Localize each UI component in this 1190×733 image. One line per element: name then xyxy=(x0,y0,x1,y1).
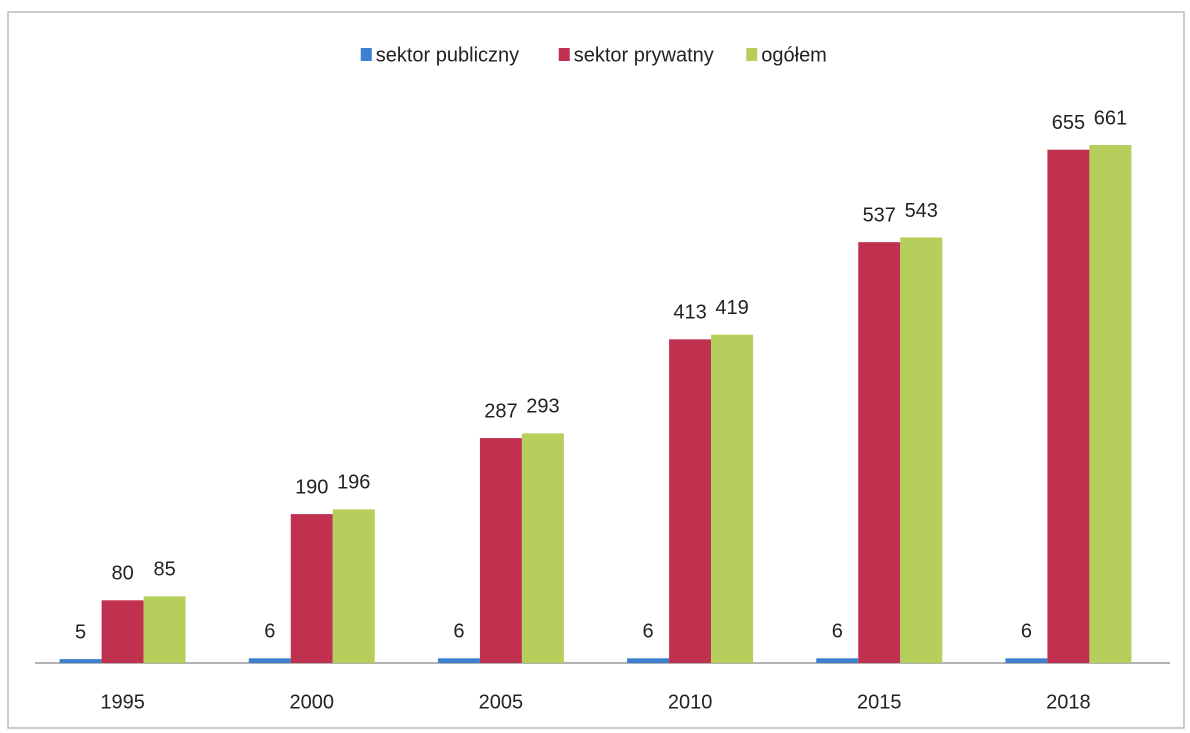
x-tick-label: 1995 xyxy=(100,691,145,713)
bar xyxy=(1047,149,1090,663)
bar xyxy=(101,600,144,663)
data-label: 196 xyxy=(337,472,370,494)
data-label: 655 xyxy=(1052,112,1085,134)
data-label: 6 xyxy=(832,621,843,643)
x-tick-label: 2000 xyxy=(290,691,335,713)
data-label: 287 xyxy=(484,400,517,422)
chart-frame xyxy=(7,11,1185,729)
bar xyxy=(521,433,564,663)
data-label: 5 xyxy=(75,621,86,643)
data-label: 543 xyxy=(905,200,938,222)
bar xyxy=(900,237,943,663)
data-label: 6 xyxy=(453,621,464,643)
x-tick-label: 2018 xyxy=(1046,691,1091,713)
data-label: 6 xyxy=(1021,621,1032,643)
bar xyxy=(143,596,186,663)
bar xyxy=(290,514,333,663)
data-label: 419 xyxy=(715,297,748,319)
bar xyxy=(1089,145,1132,663)
bar xyxy=(816,658,859,663)
bar xyxy=(332,509,375,663)
data-label: 80 xyxy=(111,563,133,585)
data-label: 293 xyxy=(526,396,559,418)
data-label: 85 xyxy=(153,559,175,581)
legend-label: sektor prywatny xyxy=(574,44,714,66)
bar xyxy=(711,334,754,663)
data-label: 537 xyxy=(863,204,896,226)
x-tick-label: 2015 xyxy=(857,691,902,713)
data-label: 6 xyxy=(643,621,654,643)
bar xyxy=(248,658,291,663)
legend-label: ogółem xyxy=(761,44,827,66)
bar xyxy=(59,659,102,663)
bar xyxy=(479,438,522,663)
legend-label: sektor publiczny xyxy=(376,44,519,66)
data-label: 661 xyxy=(1094,107,1127,129)
bar xyxy=(1005,658,1048,663)
bar xyxy=(627,658,670,663)
legend-swatch xyxy=(360,48,372,61)
data-label: 6 xyxy=(264,621,275,643)
legend-swatch xyxy=(746,48,758,61)
bar xyxy=(858,242,901,663)
bar xyxy=(437,658,480,663)
x-tick-label: 2010 xyxy=(668,691,713,713)
x-tick-label: 2005 xyxy=(479,691,524,713)
data-label: 413 xyxy=(673,302,706,324)
data-label: 190 xyxy=(295,476,328,498)
legend-swatch xyxy=(558,48,570,61)
bar xyxy=(669,339,712,663)
